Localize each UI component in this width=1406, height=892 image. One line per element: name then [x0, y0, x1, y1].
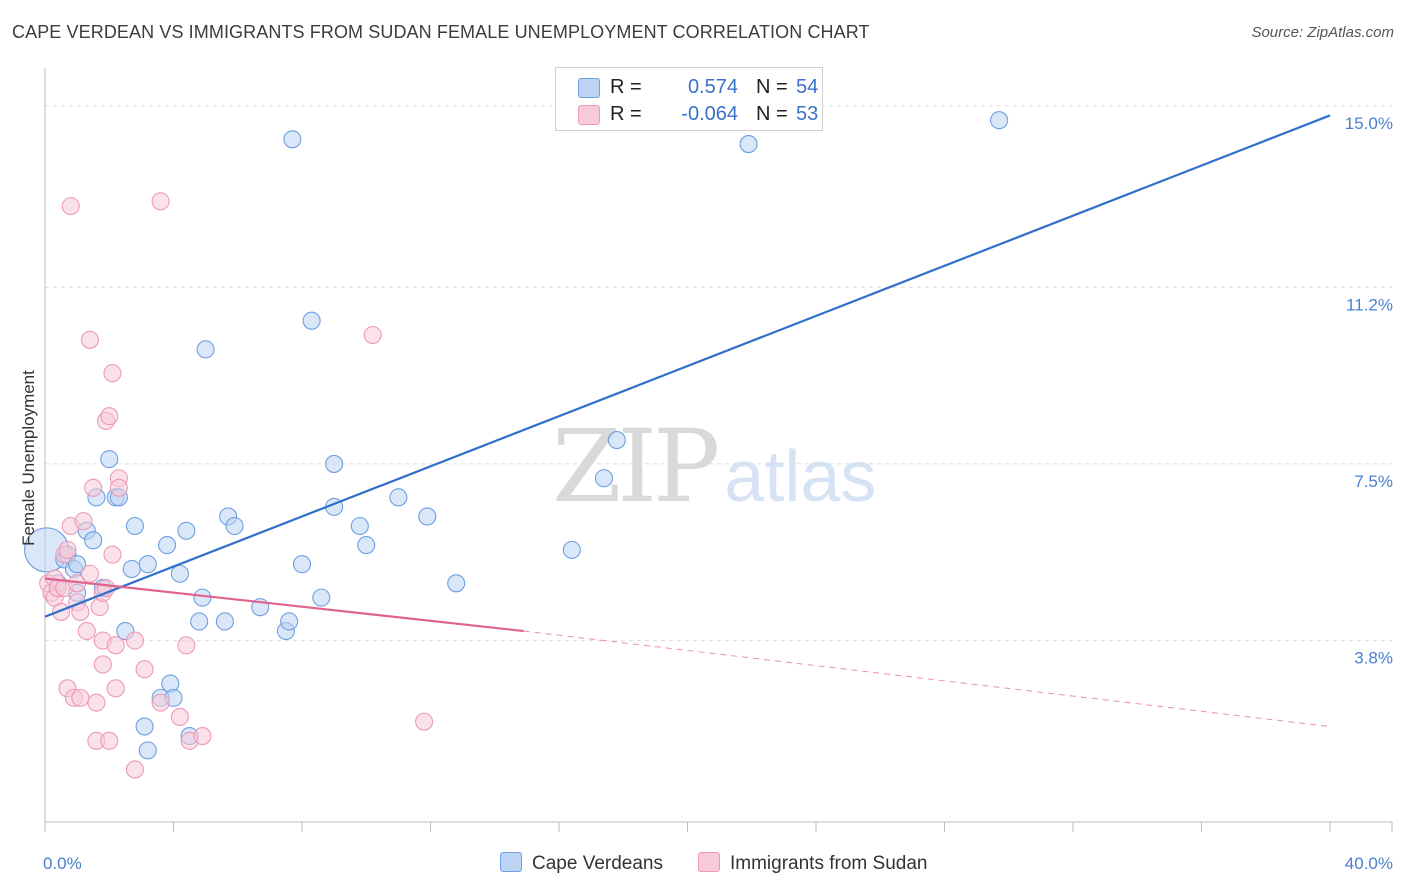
sudan-point: [193, 727, 212, 746]
source-label: Source: ZipAtlas.com: [1251, 24, 1394, 41]
legend-r-value: 0.574: [687, 76, 738, 98]
bottom-legend-cape-verdeans: Cape Verdeans: [500, 852, 663, 876]
cape-verdean-point: [280, 612, 299, 631]
cape-verdean-trend-line: [44, 114, 1331, 618]
sudan-point: [106, 636, 125, 655]
sudan-point: [363, 325, 382, 345]
sudan-point: [80, 564, 100, 583]
cape-verdean-point: [292, 555, 312, 574]
chart-title: CAPE VERDEAN VS IMMIGRANTS FROM SUDAN FE…: [12, 22, 870, 42]
cape-verdean-point: [302, 311, 321, 330]
cape-verdean-point: [283, 130, 302, 149]
cape-verdean-point: [177, 521, 196, 540]
cape-verdean-point: [138, 555, 157, 574]
legend-r-label: R =: [610, 103, 642, 125]
sudan-trend-extension: [523, 630, 1331, 728]
legend-n-value: 53: [796, 103, 819, 125]
bottom-legend-label: Immigrants from Sudan: [730, 853, 928, 874]
cape-verdean-point: [594, 469, 614, 488]
legend-swatch-pink: [578, 105, 600, 125]
cape-verdeans-points: [24, 111, 1009, 760]
legend-r-label: R =: [610, 76, 642, 98]
cape-verdean-point: [158, 536, 177, 555]
y-axis-title: Female Unemployment: [19, 370, 38, 546]
cape-verdean-point: [135, 717, 154, 736]
sudan-point: [135, 660, 154, 679]
cape-verdean-point: [350, 516, 369, 536]
sudan-point: [151, 192, 170, 211]
sudan-point: [125, 631, 144, 650]
cape-verdean-point: [739, 135, 758, 154]
sudan-trend-line: [44, 577, 524, 633]
bottom-legend-swatch-blue: [500, 852, 522, 872]
stats-legend: R = 0.574 N = 54 R = -0.064 N = 53: [555, 67, 823, 131]
legend-n-label: N =: [756, 103, 788, 125]
sudan-point: [77, 621, 96, 641]
cape-verdean-point: [562, 540, 581, 559]
cape-verdean-point: [125, 516, 144, 536]
x-ticks: [44, 822, 1393, 832]
sudan-point: [100, 407, 119, 426]
bottom-legend-sudan: Immigrants from Sudan: [698, 852, 927, 876]
legend-r-value: -0.064: [681, 103, 738, 125]
sudan-point: [58, 540, 77, 559]
sudan-point: [100, 731, 119, 750]
cape-verdean-point: [84, 531, 103, 550]
cape-verdean-point: [607, 431, 626, 450]
axes: [44, 68, 1392, 823]
cape-verdean-point: [325, 454, 344, 473]
y-tick-label: 3.8%: [1354, 649, 1393, 668]
sudan-point: [125, 760, 144, 779]
y-tick-label: 11.2%: [1346, 295, 1393, 314]
cape-verdean-point: [122, 559, 141, 579]
cape-verdean-point: [193, 588, 212, 607]
sudan-point: [109, 478, 128, 497]
cape-verdean-point: [418, 507, 437, 526]
cape-verdean-point: [196, 340, 215, 359]
cape-verdean-point: [357, 536, 376, 555]
sudan-point: [106, 679, 125, 698]
gridlines: [45, 105, 1392, 642]
sudan-point: [151, 693, 170, 712]
watermark-atlas: atlas: [724, 437, 877, 517]
legend-n-value: 54: [796, 76, 819, 98]
cape-verdean-point: [170, 564, 189, 583]
sudan-point: [74, 512, 93, 531]
sudan-point: [61, 197, 80, 216]
sudan-point: [415, 712, 434, 731]
zipatlas-watermark: ZIP atlas: [552, 408, 876, 525]
cape-verdean-point: [225, 516, 244, 536]
sudan-point: [84, 478, 103, 497]
sudan-point: [177, 636, 196, 655]
cape-verdean-point: [138, 741, 157, 760]
cape-verdean-point: [68, 555, 87, 574]
watermark-zip: ZIP: [552, 408, 720, 525]
sudan-point: [87, 693, 106, 712]
legend-n-label: N =: [756, 76, 788, 98]
sudan-point: [80, 330, 100, 349]
sudan-points: [39, 192, 434, 779]
bottom-legend-swatch-pink: [698, 852, 720, 872]
sudan-point: [170, 707, 189, 727]
y-tick-labels: 3.8% 7.5% 11.2% 15.0%: [1345, 114, 1393, 668]
cape-verdean-point: [990, 111, 1009, 130]
cape-verdean-point: [312, 588, 331, 607]
cape-verdean-point: [190, 612, 209, 631]
cape-verdean-point: [100, 450, 119, 469]
y-tick-label: 7.5%: [1354, 472, 1393, 491]
x-tick-label-min: 0.0%: [43, 854, 82, 873]
sudan-point: [103, 364, 122, 383]
cape-verdean-point: [447, 574, 466, 593]
cape-verdean-point: [215, 612, 234, 631]
cape-verdean-point: [389, 488, 408, 507]
x-tick-label-max: 40.0%: [1345, 854, 1393, 873]
legend-swatch-blue: [578, 78, 600, 98]
sudan-point: [71, 688, 90, 707]
y-tick-label: 15.0%: [1345, 114, 1393, 133]
sudan-point: [93, 655, 112, 674]
bottom-legend-label: Cape Verdeans: [532, 853, 663, 874]
trend-lines: [44, 114, 1331, 728]
sudan-point: [103, 545, 122, 564]
